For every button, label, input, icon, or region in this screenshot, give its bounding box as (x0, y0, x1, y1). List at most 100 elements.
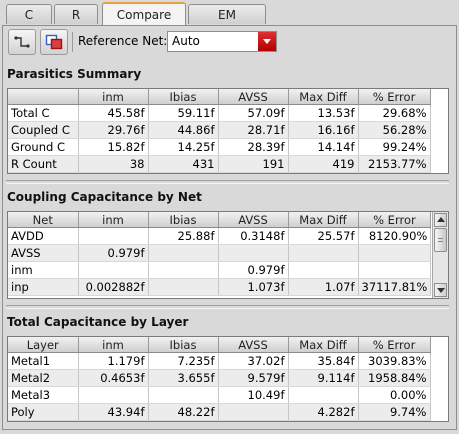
tab-em[interactable]: EM (188, 4, 266, 24)
column-header-inm[interactable]: inm (78, 212, 149, 228)
reference-net-dropdown[interactable]: Auto (167, 31, 277, 52)
cell: 16.16f (288, 121, 359, 139)
cell (358, 261, 432, 279)
cell: 4.282f (288, 403, 359, 421)
column-header[interactable] (8, 89, 79, 105)
cell: 9.579f (218, 369, 289, 387)
cell: 28.39f (218, 138, 289, 156)
cell: 48.22f (148, 403, 219, 421)
cell: 0.00% (358, 386, 431, 404)
table-row[interactable]: Ground C 15.82f 14.25f 28.39f 14.14f 99.… (8, 138, 431, 156)
cell: 3039.83% (358, 352, 431, 370)
table-row[interactable]: inp 0.002882f 1.073f 1.07f 37117.81% (8, 278, 432, 296)
cell (78, 261, 149, 279)
cell: 0.4653f (78, 369, 149, 387)
cell: 191 (218, 155, 289, 173)
reference-net-label: Reference Net: (78, 34, 168, 48)
table-row[interactable]: Metal3 10.49f 0.00% (8, 386, 431, 404)
layer-capacitance-table: Layer inm Ibias AVSS Max Diff % Error Me… (7, 336, 449, 422)
column-header-avss[interactable]: AVSS (218, 337, 289, 353)
cell: 7.235f (148, 352, 219, 370)
parasitics-summary-table: inm Ibias AVSS Max Diff % Error Total C … (7, 88, 449, 174)
cell: 1.073f (218, 278, 289, 296)
table-row[interactable]: Metal1 1.179f 7.235f 37.02f 35.84f 3039.… (8, 352, 431, 370)
cell: 57.09f (218, 104, 289, 122)
cell: 43.94f (78, 403, 149, 421)
cell (288, 386, 359, 404)
row-label: Metal3 (8, 386, 79, 404)
cell: 2153.77% (358, 155, 431, 173)
column-header-avss[interactable]: AVSS (218, 89, 289, 105)
table-row[interactable]: Poly 43.94f 48.22f 4.282f 9.74% (8, 403, 431, 421)
parasitics-summary-title: Parasitics Summary (7, 67, 142, 81)
cell (78, 386, 149, 404)
column-header-net[interactable]: Net (8, 212, 79, 228)
table-row[interactable]: R Count 38 431 191 419 2153.77% (8, 155, 431, 173)
row-label: Ground C (8, 138, 79, 156)
cell (148, 261, 219, 279)
row-label: AVDD (8, 227, 79, 245)
row-label: inp (8, 278, 79, 296)
column-header-avss[interactable]: AVSS (218, 212, 289, 228)
probe-wire-button[interactable] (8, 29, 36, 55)
row-label: inm (8, 261, 79, 279)
cell: 1.07f (288, 278, 359, 296)
cell (148, 278, 219, 296)
tab-compare[interactable]: Compare (102, 2, 186, 26)
cell: 419 (288, 155, 359, 173)
cell: 15.82f (78, 138, 149, 156)
cell: 37.02f (218, 352, 289, 370)
table-row[interactable]: Coupled C 29.76f 44.86f 28.71f 16.16f 56… (8, 121, 431, 139)
column-header-ibias[interactable]: Ibias (148, 337, 219, 353)
table-row[interactable]: inm 0.979f (8, 261, 432, 279)
cell: 3.655f (148, 369, 219, 387)
cell: 9.74% (358, 403, 431, 421)
column-header-error[interactable]: % Error (358, 212, 432, 228)
scroll-down-arrow-icon[interactable] (434, 283, 447, 297)
cell (288, 261, 359, 279)
row-label: Poly (8, 403, 79, 421)
tab-c[interactable]: C (6, 4, 52, 24)
table-header-row: inm Ibias AVSS Max Diff % Error (8, 89, 431, 105)
cell: 431 (148, 155, 219, 173)
table-row[interactable]: AVSS 0.979f (8, 244, 432, 262)
coupling-capacitance-grid: Net inm Ibias AVSS Max Diff % Error AVDD… (8, 212, 432, 296)
column-header-inm[interactable]: inm (78, 337, 149, 353)
section-divider (6, 180, 449, 184)
cell: 10.49f (218, 386, 289, 404)
column-header-max-diff[interactable]: Max Diff (288, 337, 359, 353)
coupling-capacitance-title: Coupling Capacitance by Net (7, 190, 202, 204)
scroll-up-arrow-icon[interactable] (434, 213, 447, 227)
reference-net-value: Auto (172, 34, 200, 48)
overlay-compare-button[interactable] (40, 29, 68, 55)
coupling-table-scrollbar[interactable] (432, 212, 448, 298)
table-row[interactable]: AVDD 25.88f 0.3148f 25.57f 8120.90% (8, 227, 432, 245)
row-label: Metal2 (8, 369, 79, 387)
table-row[interactable]: Metal2 0.4653f 3.655f 9.579f 9.114f 1958… (8, 369, 431, 387)
cell (218, 403, 289, 421)
column-header-inm[interactable]: inm (78, 89, 149, 105)
row-label: R Count (8, 155, 79, 173)
probe-wire-icon (14, 36, 30, 48)
column-header-error[interactable]: % Error (358, 89, 431, 105)
cell: 56.28% (358, 121, 431, 139)
table-header-row: Layer inm Ibias AVSS Max Diff % Error (8, 337, 431, 353)
table-row[interactable]: Total C 45.58f 59.11f 57.09f 13.53f 29.6… (8, 104, 431, 122)
chevron-down-icon[interactable] (258, 32, 276, 51)
scrollbar-thumb[interactable] (434, 228, 447, 252)
table-header-row: Net inm Ibias AVSS Max Diff % Error (8, 212, 432, 228)
column-header-error[interactable]: % Error (358, 337, 431, 353)
layer-capacitance-grid: Layer inm Ibias AVSS Max Diff % Error Me… (8, 337, 431, 421)
overlay-compare-icon (45, 34, 63, 50)
cell (148, 386, 219, 404)
cell (288, 244, 359, 262)
tab-r[interactable]: R (54, 4, 98, 24)
column-header-layer[interactable]: Layer (8, 337, 79, 353)
column-header-ibias[interactable]: Ibias (148, 89, 219, 105)
cell: 14.14f (288, 138, 359, 156)
column-header-max-diff[interactable]: Max Diff (288, 212, 359, 228)
column-header-ibias[interactable]: Ibias (148, 212, 219, 228)
cell: 0.979f (218, 261, 289, 279)
column-header-max-diff[interactable]: Max Diff (288, 89, 359, 105)
cell: 29.68% (358, 104, 431, 122)
